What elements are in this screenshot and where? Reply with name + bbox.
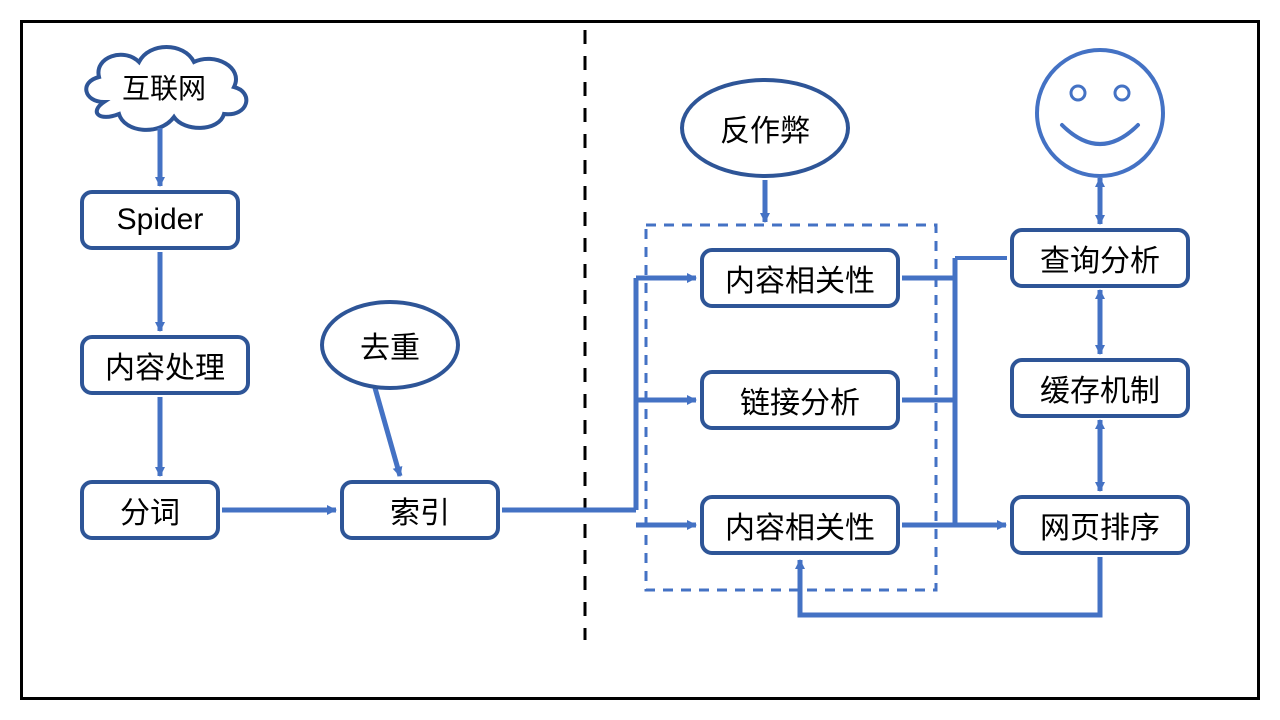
node-relevance-2: 内容相关性 xyxy=(700,495,900,555)
label-internet: 互联网 xyxy=(74,42,254,132)
node-anti-cheat: 反作弊 xyxy=(680,78,850,178)
node-dedup: 去重 xyxy=(320,300,460,390)
node-link-analysis: 链接分析 xyxy=(700,370,900,430)
node-content-processing: 内容处理 xyxy=(80,335,250,395)
node-query-analysis: 查询分析 xyxy=(1010,228,1190,288)
node-index: 索引 xyxy=(340,480,500,540)
node-ranking: 网页排序 xyxy=(1010,495,1190,555)
node-relevance-1: 内容相关性 xyxy=(700,248,900,308)
node-cache: 缓存机制 xyxy=(1010,358,1190,418)
node-segment: 分词 xyxy=(80,480,220,540)
node-spider: Spider xyxy=(80,190,240,250)
